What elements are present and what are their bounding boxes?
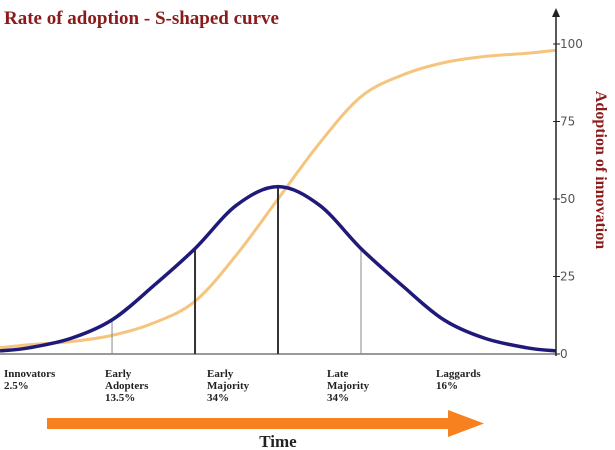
segment-label: Laggards [436,368,481,380]
segment-label: 13.5% [105,392,135,404]
segment-label: Innovators [4,368,56,380]
y-tick-label: 50 [560,192,575,206]
y-tick-label: 100 [560,37,583,51]
y-axis-label: Adoption of innovation [592,91,609,249]
segment-label: Late [327,368,349,380]
segment-label: Majority [207,380,250,392]
x-axis-label: Time [259,432,297,450]
time-arrow-head [448,410,484,437]
segment-label: Adopters [105,380,149,392]
y-tick-label: 25 [560,270,575,284]
y-tick-label: 75 [560,115,575,129]
chart-title: Rate of adoption - S-shaped curve [4,8,279,29]
segment-label: 34% [327,392,349,404]
segment-label: Early [105,368,132,380]
time-arrow-shaft [47,418,452,429]
segment-label: 2.5% [4,380,29,392]
bell-curve-line [0,184,557,353]
segment-label: 16% [436,380,458,392]
segment-label: 34% [207,392,229,404]
segment-label: Early [207,368,234,380]
segment-label: Majority [327,380,370,392]
y-axis-arrowhead [552,8,560,17]
y-tick-label: 0 [560,347,568,361]
